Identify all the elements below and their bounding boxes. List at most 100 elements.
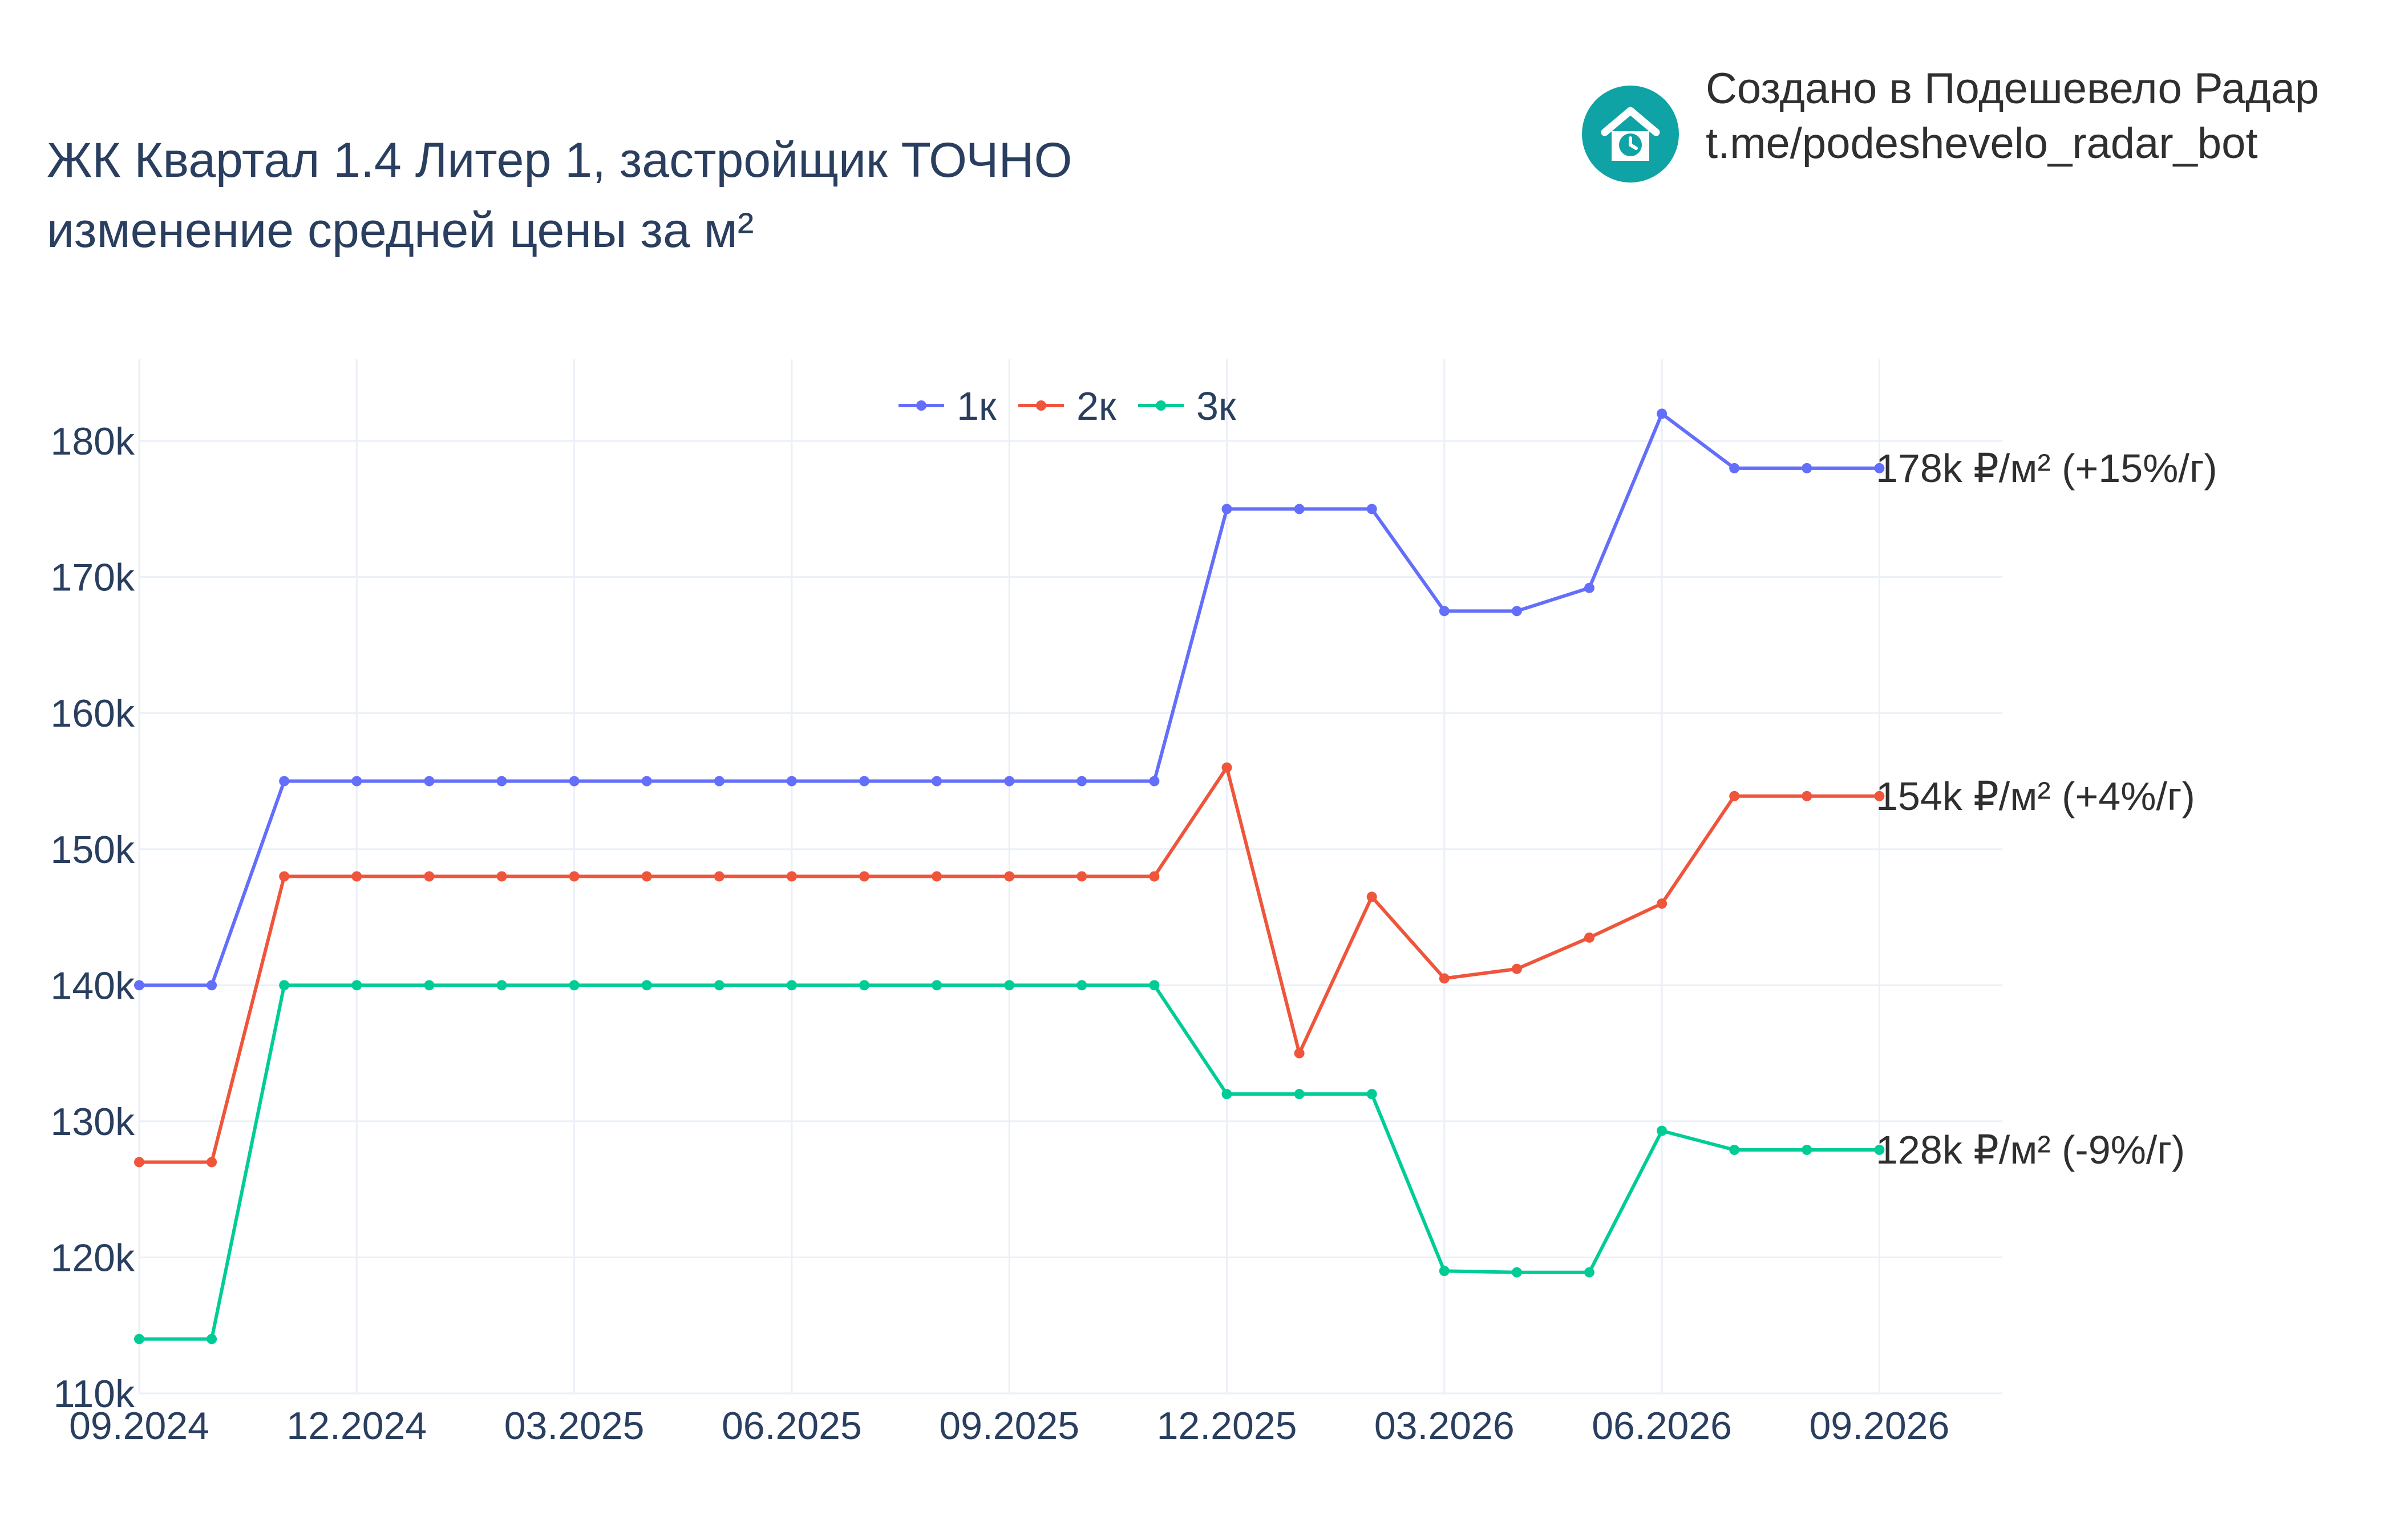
series-end-label: 154k ₽/м² (+4%/г) — [1876, 774, 2195, 818]
data-point — [496, 980, 507, 991]
data-point — [1076, 980, 1087, 991]
data-point — [424, 871, 435, 882]
data-point — [859, 871, 869, 882]
data-point — [1294, 504, 1305, 514]
y-tick-label: 110k — [54, 1372, 135, 1416]
brand-text: Создано в Подешевело Радар t.me/podeshev… — [1706, 62, 2319, 171]
data-point — [1584, 582, 1594, 593]
data-point — [1802, 791, 1812, 801]
data-point — [1294, 1048, 1305, 1059]
data-point — [1221, 504, 1232, 514]
data-point — [1149, 980, 1160, 991]
data-point — [714, 776, 725, 787]
data-point — [207, 980, 217, 991]
data-point — [859, 776, 869, 787]
x-axis-ticks: 09.2024 12.2024 03.2025 06.2025 09.2025 12.20… — [69, 1404, 1949, 1448]
y-tick-label: 120k — [51, 1236, 135, 1279]
data-point — [496, 871, 507, 882]
data-point — [134, 1334, 144, 1344]
data-point — [1439, 973, 1450, 984]
house-clock-icon — [1601, 107, 1660, 161]
data-point — [1149, 776, 1160, 787]
data-point — [1874, 1144, 1885, 1155]
data-point — [424, 776, 435, 787]
data-point — [714, 980, 725, 991]
x-tick-label: 09.2025 — [939, 1404, 1079, 1448]
data-point — [1076, 776, 1087, 787]
data-point — [569, 980, 580, 991]
data-point — [569, 776, 580, 787]
x-tick-label: 09.2026 — [1809, 1404, 1949, 1448]
brand-line-2[interactable]: t.me/podeshevelo_radar_bot — [1706, 119, 2258, 168]
legend-marker — [1036, 400, 1046, 411]
data-point — [134, 980, 144, 991]
y-tick-label: 140k — [51, 964, 135, 1007]
data-point — [1366, 1089, 1377, 1100]
data-point — [714, 871, 725, 882]
data-point — [207, 1157, 217, 1168]
data-point — [1657, 898, 1668, 909]
chart-title: ЖК Квартал 1.4 Литер 1, застройщик ТОЧНО… — [47, 125, 1072, 266]
data-point — [1366, 891, 1377, 902]
data-point — [1149, 871, 1160, 882]
data-point — [1729, 463, 1740, 473]
title-line-2: изменение средней цены за м² — [47, 203, 754, 258]
data-point — [1439, 1266, 1450, 1276]
series-end-label: 128k ₽/м² (-9%/г) — [1876, 1128, 2185, 1172]
data-point — [1221, 762, 1232, 773]
data-point — [279, 776, 290, 787]
data-point — [1076, 871, 1087, 882]
x-tick-label: 06.2026 — [1592, 1404, 1732, 1448]
data-point — [932, 776, 942, 787]
y-axis-ticks: 110k 120k 130k 140k 150k 160k 170k 180k — [51, 420, 135, 1416]
data-point — [207, 1334, 217, 1344]
legend: 1к 2к 3к — [898, 384, 1236, 428]
data-point — [1584, 932, 1594, 943]
legend-label: 2к — [1076, 384, 1116, 428]
data-point — [1657, 1125, 1668, 1136]
data-point — [1802, 1144, 1812, 1155]
data-point — [424, 980, 435, 991]
x-tick-label: 03.2025 — [504, 1404, 645, 1448]
y-tick-label: 130k — [51, 1100, 135, 1144]
data-point — [1729, 791, 1740, 801]
data-point — [569, 871, 580, 882]
data-point — [1729, 1144, 1740, 1155]
x-tick-label: 03.2026 — [1374, 1404, 1515, 1448]
legend-label: 1к — [957, 384, 997, 428]
data-point — [496, 776, 507, 787]
x-tick-label: 06.2025 — [722, 1404, 862, 1448]
grid-lines — [138, 359, 2002, 1395]
data-point — [1294, 1089, 1305, 1100]
data-point — [786, 871, 797, 882]
data-point — [786, 980, 797, 991]
data-point — [859, 980, 869, 991]
legend-label: 3к — [1196, 384, 1236, 428]
data-point — [641, 980, 652, 991]
legend-marker — [916, 400, 926, 411]
data-point — [786, 776, 797, 787]
x-tick-label: 09.2024 — [69, 1404, 209, 1448]
data-point — [641, 871, 652, 882]
data-point — [279, 980, 290, 991]
data-point — [1221, 1089, 1232, 1100]
brand-logo — [1582, 86, 1679, 183]
data-point — [351, 871, 362, 882]
data-point — [1584, 1267, 1594, 1278]
data-point — [1004, 871, 1015, 882]
x-tick-label: 12.2024 — [286, 1404, 427, 1448]
data-point — [1511, 963, 1522, 974]
y-tick-label: 160k — [51, 692, 135, 735]
series-lines — [134, 408, 1885, 1344]
data-point — [641, 776, 652, 787]
data-point — [351, 776, 362, 787]
data-point — [1874, 463, 1885, 473]
x-tick-label: 12.2025 — [1157, 1404, 1297, 1448]
data-point — [351, 980, 362, 991]
end-labels: 178k ₽/м² (+15%/г) 154k ₽/м² (+4%/г) 128k … — [1876, 446, 2217, 1172]
data-point — [279, 871, 290, 882]
data-point — [1004, 980, 1015, 991]
data-point — [1511, 606, 1522, 617]
series-end-label: 178k ₽/м² (+15%/г) — [1876, 446, 2217, 491]
